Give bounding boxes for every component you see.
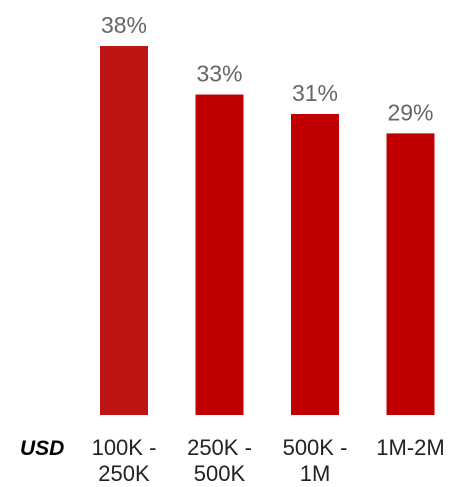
- category-labels-group: 100K -250K 250K -500K 500K -1M 1M-2M: [92, 435, 445, 486]
- bar-2: [195, 94, 244, 415]
- category-label-3: 500K -1M: [283, 435, 348, 486]
- bar-3: [291, 113, 339, 415]
- value-label-3: 31%: [292, 80, 338, 106]
- value-label-4: 29%: [387, 99, 433, 125]
- value-label-1: 38%: [101, 12, 147, 38]
- category-label-1: 100K -250K: [92, 435, 157, 486]
- bars-group: [100, 46, 435, 416]
- category-label-2: 250K -500K: [187, 435, 252, 486]
- category-label-4: 1M-2M: [376, 435, 444, 460]
- bar-1: [100, 46, 148, 415]
- value-label-2: 33%: [196, 61, 242, 87]
- axis-unit-label: USD: [20, 437, 64, 460]
- value-labels-group: 38% 33% 31% 29%: [101, 12, 434, 125]
- bar-4: [386, 133, 435, 416]
